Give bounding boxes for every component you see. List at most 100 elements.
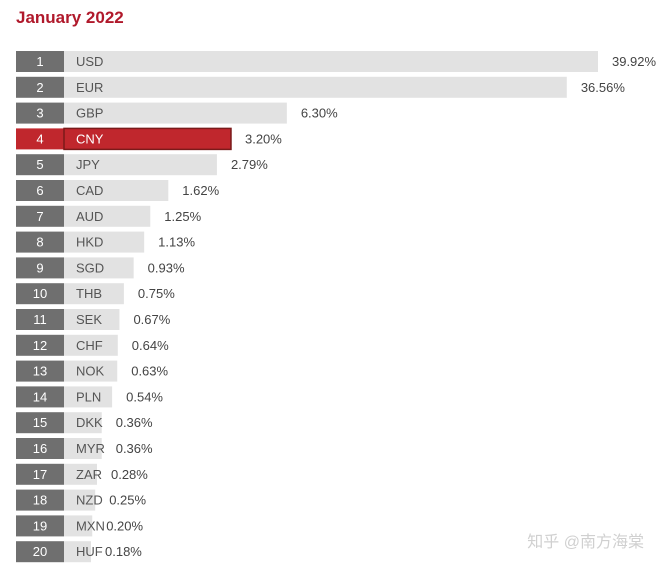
bar — [64, 283, 124, 305]
value-label: 0.36% — [116, 415, 153, 430]
rank-box — [16, 128, 64, 150]
bar-row-huf: 20 HUF 0.18% — [16, 541, 142, 563]
value-label: 36.56% — [581, 80, 626, 95]
value-label: 0.75% — [138, 286, 175, 301]
bar — [64, 386, 113, 408]
rank-box — [16, 154, 64, 176]
category-label: CAD — [76, 183, 103, 198]
category-label: EUR — [76, 80, 103, 95]
bar — [64, 205, 151, 227]
rank-label: 20 — [33, 544, 47, 559]
category-label: CNY — [76, 131, 104, 146]
value-label: 0.64% — [132, 338, 169, 353]
bar — [64, 51, 598, 72]
bar-row-pln: 14 PLN 0.54% — [16, 386, 163, 408]
bar-row-eur: 2 EUR 36.56% — [16, 76, 626, 98]
bar-row-myr: 16 MYR 0.36% — [16, 438, 153, 459]
bar — [64, 257, 134, 279]
bar-row-nzd: 18 NZD 0.25% — [16, 489, 147, 511]
rank-label: 2 — [36, 80, 43, 95]
rank-box — [16, 334, 64, 356]
bar — [63, 127, 232, 151]
bar-row-sek: 11 SEK 0.67% — [16, 309, 171, 330]
category-label: GBP — [76, 106, 103, 121]
category-label: USD — [76, 54, 103, 69]
rank-label: 17 — [33, 467, 47, 482]
value-label: 0.25% — [109, 493, 146, 508]
category-label: CHF — [76, 338, 103, 353]
rank-box — [16, 360, 64, 382]
rank-label: 9 — [36, 260, 43, 275]
rank-label: 12 — [33, 338, 47, 353]
bar — [64, 515, 93, 537]
rank-label: 16 — [33, 441, 47, 456]
category-label: SEK — [76, 312, 102, 327]
bar-row-sgd: 9 SGD 0.93% — [16, 257, 185, 279]
value-label: 2.79% — [231, 157, 268, 172]
rank-label: 1 — [36, 54, 43, 69]
bar — [64, 412, 102, 434]
category-label: ZAR — [76, 467, 102, 482]
value-label: 0.67% — [133, 312, 170, 327]
bar-row-jpy: 5 JPY 2.79% — [16, 154, 268, 176]
category-label: MYR — [76, 441, 105, 456]
rank-label: 5 — [36, 157, 43, 172]
rank-box — [16, 76, 64, 98]
watermark-text: 知乎 @南方海棠 — [527, 534, 644, 551]
rank-label: 10 — [33, 286, 47, 301]
value-label: 39.92% — [612, 54, 657, 69]
bar-row-cad: 6 CAD 1.62% — [16, 180, 220, 201]
bar — [64, 360, 118, 382]
value-label: 0.54% — [126, 389, 163, 404]
bar-row-gbp: 3 GBP 6.30% — [16, 102, 338, 124]
bar-row-zar: 17 ZAR 0.28% — [16, 463, 148, 485]
rank-box — [16, 205, 64, 227]
bar — [64, 489, 96, 511]
category-label: SGD — [76, 260, 104, 275]
rank-box — [16, 309, 64, 330]
bar-row-thb: 10 THB 0.75% — [16, 283, 175, 305]
rank-box — [16, 231, 64, 253]
value-label: 1.62% — [182, 183, 219, 198]
category-label: NOK — [76, 364, 105, 379]
bar-row-mxn: 19 MXN 0.20% — [16, 515, 144, 537]
value-label: 1.25% — [164, 209, 201, 224]
rank-label: 8 — [36, 235, 43, 250]
rank-box — [16, 180, 64, 201]
bar — [64, 334, 118, 356]
bar — [64, 463, 97, 485]
value-label: 1.13% — [158, 235, 195, 250]
rank-box — [16, 489, 64, 511]
rank-box — [16, 386, 64, 408]
rank-label: 4 — [36, 131, 43, 146]
category-label: MXN — [76, 518, 105, 533]
bar-row-hkd: 8 HKD 1.13% — [16, 231, 195, 253]
value-label: 0.36% — [116, 441, 153, 456]
category-label: HUF — [76, 544, 103, 559]
bar-row-nok: 13 NOK 0.63% — [16, 360, 169, 382]
rank-box — [16, 257, 64, 279]
category-label: HKD — [76, 235, 103, 250]
value-label: 6.30% — [301, 106, 338, 121]
value-label: 0.28% — [111, 467, 148, 482]
value-label: 0.63% — [131, 364, 168, 379]
rank-label: 14 — [33, 389, 47, 404]
rank-box — [16, 515, 64, 537]
rank-label: 18 — [33, 493, 47, 508]
bar-row-usd: 1 USD 39.92% — [16, 51, 657, 72]
bar-row-dkk: 15 DKK 0.36% — [16, 412, 153, 434]
bar-row-cny: 4 CNY 3.20% — [16, 127, 282, 151]
bar — [64, 76, 567, 98]
rank-label: 13 — [33, 364, 47, 379]
bar-row-aud: 7 AUD 1.25% — [16, 205, 202, 227]
bar — [64, 309, 120, 330]
bar — [64, 438, 102, 459]
rank-label: 3 — [36, 106, 43, 121]
category-label: NZD — [76, 493, 103, 508]
rank-box — [16, 283, 64, 305]
rank-box — [16, 412, 64, 434]
chart-title: January 2022 — [16, 8, 124, 27]
bar-row-chf: 12 CHF 0.64% — [16, 334, 169, 356]
rank-box — [16, 102, 64, 124]
